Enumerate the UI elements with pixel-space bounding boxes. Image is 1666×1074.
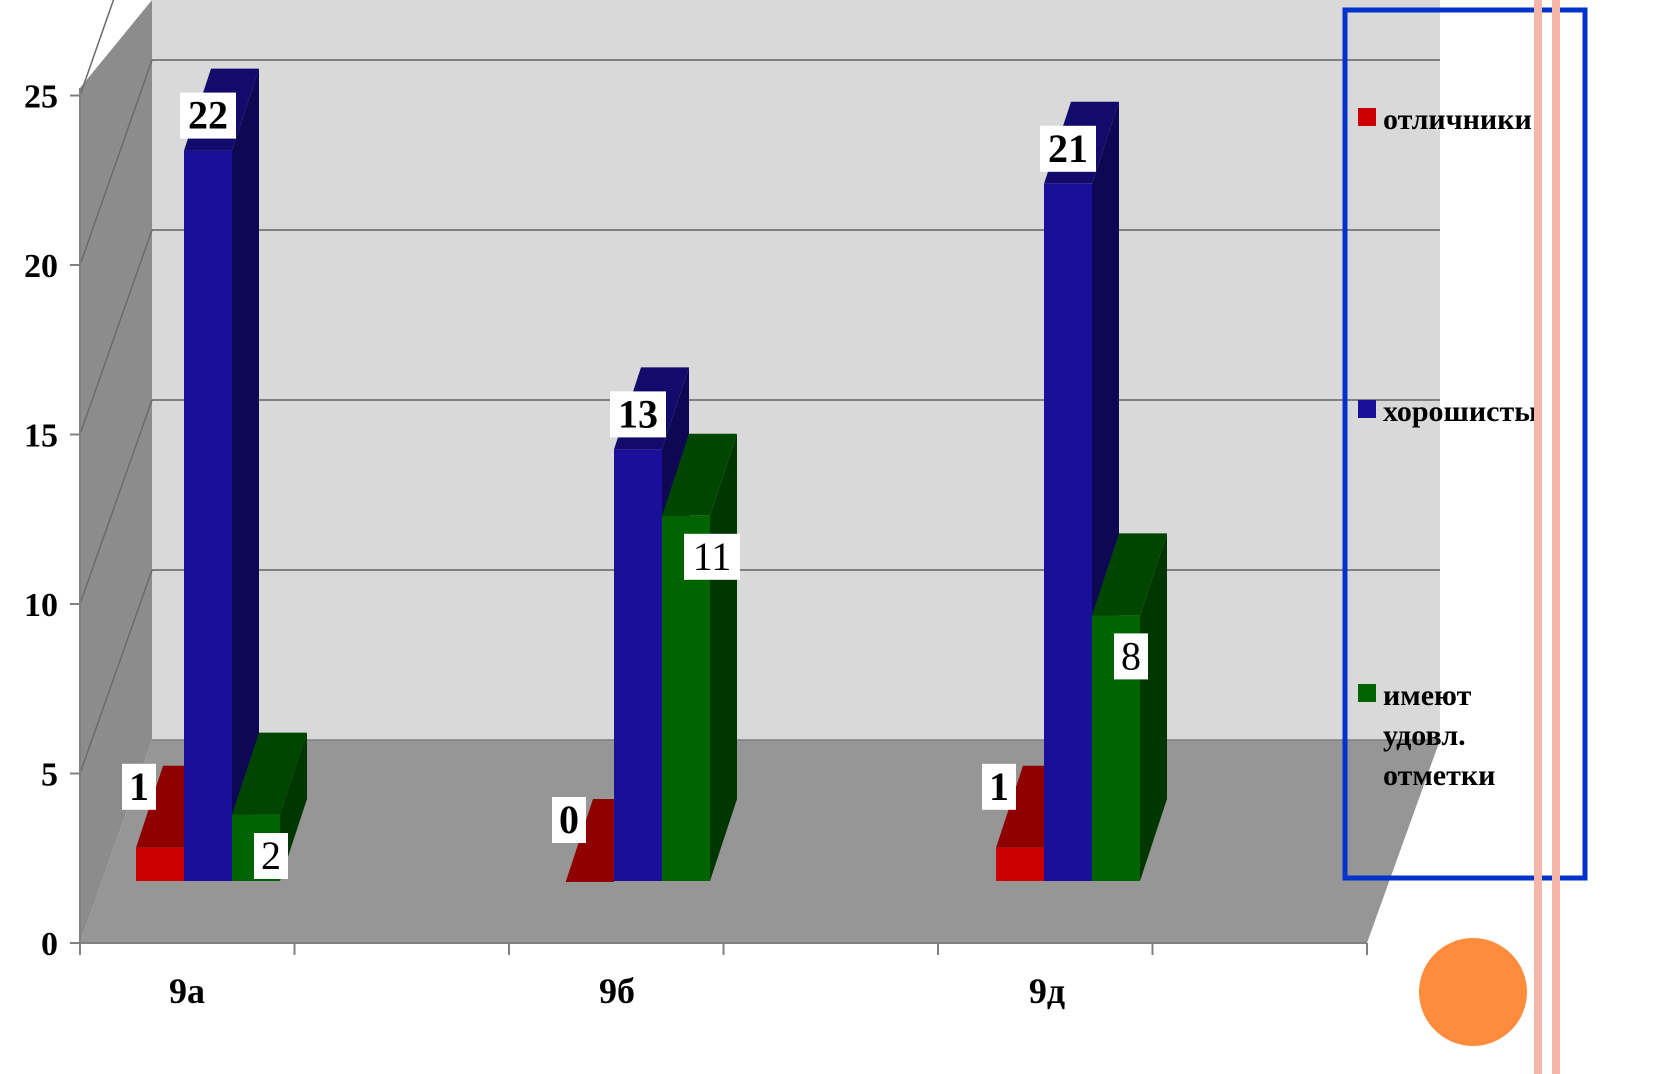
data-label: 1 xyxy=(122,763,156,810)
data-label: 11 xyxy=(684,533,740,580)
gridline-side xyxy=(79,229,153,435)
svg-text:8: 8 xyxy=(1121,633,1141,678)
data-label: 1 xyxy=(982,763,1016,810)
data-label: 8 xyxy=(1114,633,1148,680)
legend-label: удовл. xyxy=(1383,719,1466,752)
data-labels-layer: 1 0 1 22 13 21 2 11 8 xyxy=(122,92,1148,879)
bar xyxy=(1092,533,1167,881)
x-tick-label: 9б xyxy=(599,971,635,1011)
y-tick-label: 20 xyxy=(24,248,58,285)
decorative-circle xyxy=(1419,938,1527,1046)
legend-swatch xyxy=(1358,400,1376,418)
svg-text:21: 21 xyxy=(1048,126,1088,171)
legend-label: хорошисты xyxy=(1383,395,1538,428)
decorative-stripe xyxy=(1534,0,1542,1074)
gridline-side xyxy=(79,59,153,266)
legend-label: имеют xyxy=(1383,679,1472,712)
legend-item: имеют удовл. отметки xyxy=(1358,679,1495,792)
data-label: 22 xyxy=(180,92,236,139)
legend-border xyxy=(1342,7,1588,881)
data-label: 13 xyxy=(610,391,666,438)
side-wall xyxy=(80,0,152,943)
bar xyxy=(662,433,737,881)
svg-text:13: 13 xyxy=(618,391,658,436)
legend: отличники хорошисты имеют удовл. отметки xyxy=(1342,7,1588,881)
svg-text:1: 1 xyxy=(129,764,149,809)
x-tick-label: 9а xyxy=(169,971,205,1011)
legend-item: хорошисты xyxy=(1358,395,1538,428)
y-tick-label: 15 xyxy=(24,418,58,455)
gridline-side xyxy=(79,399,153,605)
bar xyxy=(184,68,259,882)
svg-text:1: 1 xyxy=(989,764,1009,809)
svg-text:22: 22 xyxy=(188,93,228,138)
decorative-stripe xyxy=(1552,0,1560,1074)
svg-text:2: 2 xyxy=(261,833,281,878)
y-tick-label: 5 xyxy=(41,757,58,794)
legend-label: отличники xyxy=(1383,103,1532,136)
data-label: 0 xyxy=(552,797,586,843)
svg-text:11: 11 xyxy=(693,534,732,579)
legend-swatch xyxy=(1358,108,1376,126)
legend-swatch xyxy=(1358,684,1376,702)
data-label: 2 xyxy=(254,833,288,879)
gridline-side xyxy=(79,0,115,96)
y-tick-label: 10 xyxy=(24,587,58,624)
y-tick-label: 25 xyxy=(24,79,58,116)
legend-item: отличники xyxy=(1358,103,1532,136)
data-label: 21 xyxy=(1040,125,1096,172)
svg-text:0: 0 xyxy=(559,797,579,842)
back-wall xyxy=(152,0,1440,740)
legend-label: отметки xyxy=(1383,759,1495,792)
y-tick-label: 0 xyxy=(41,926,58,963)
gridline-side xyxy=(79,569,153,774)
x-tick-label: 9д xyxy=(1029,971,1065,1011)
decorations xyxy=(1419,0,1560,1074)
